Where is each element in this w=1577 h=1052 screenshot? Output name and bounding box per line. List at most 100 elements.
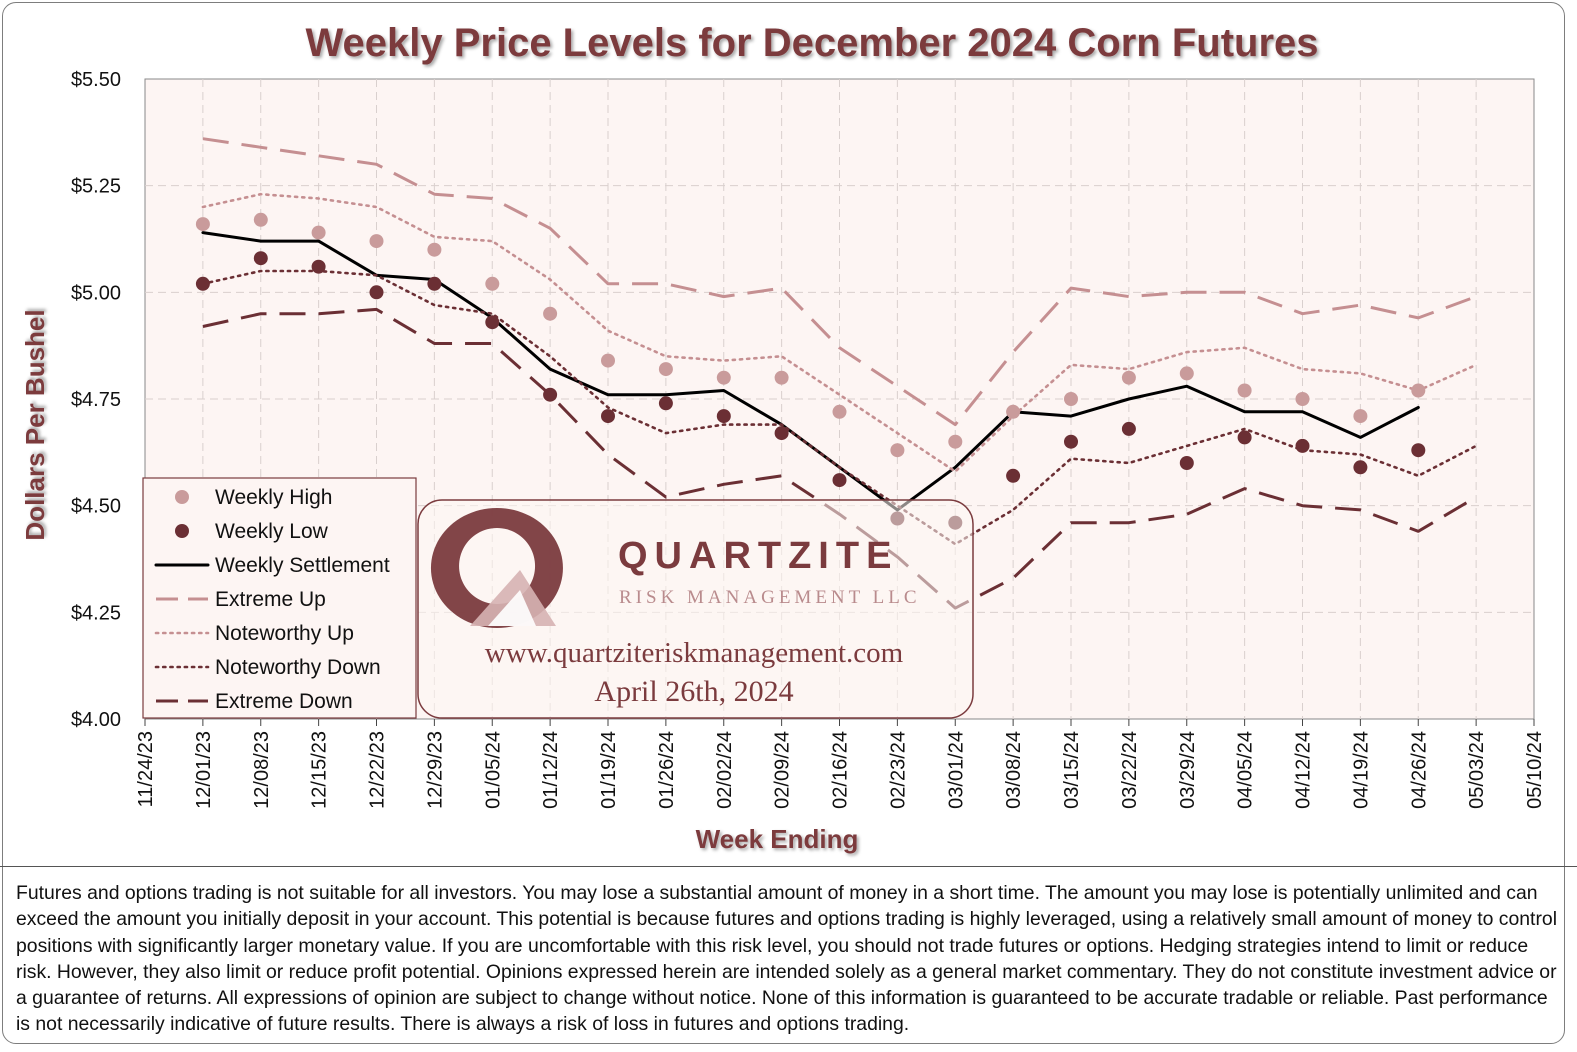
weekly-high-point — [1353, 409, 1368, 424]
x-tick-label: 03/08/24 — [1003, 731, 1025, 809]
weekly-low-point — [601, 409, 615, 424]
weekly-low-point — [658, 396, 673, 411]
y-tick-label: $4.25 — [71, 602, 121, 624]
weekly-low-point — [311, 259, 326, 274]
y-tick-label: $4.75 — [71, 389, 121, 411]
weekly-low-point — [1411, 443, 1426, 458]
weekly-high-point — [1064, 392, 1078, 406]
x-tick-label: 01/12/24 — [540, 731, 562, 809]
weekly-high-point — [774, 370, 789, 385]
x-tick-label: 05/10/24 — [1524, 731, 1546, 809]
weekly-high-point — [1006, 404, 1021, 419]
legend-label: Extreme Down — [215, 690, 353, 713]
weekly-low-point — [427, 276, 442, 291]
x-tick-label: 05/03/24 — [1466, 731, 1488, 809]
x-tick-label: 02/23/24 — [887, 731, 909, 809]
noteworthy-down-line — [201, 269, 1478, 546]
weekly-low-point — [716, 409, 731, 424]
quartzite-logo-icon — [430, 508, 563, 629]
brand-url: www.quartziteriskmanagement.com — [485, 637, 904, 669]
weekly-high-point — [716, 370, 731, 385]
x-tick-label: 12/15/23 — [309, 731, 331, 809]
x-tick-label: 01/05/24 — [482, 731, 504, 809]
brand-watermark: QUARTZITE RISK MANAGEMENT LLC www.quartz… — [417, 499, 974, 719]
x-tick-label: 02/02/24 — [714, 731, 736, 809]
legend-item-noteworthy-down: Noteworthy Down — [154, 656, 381, 679]
weekly-high-point — [369, 234, 384, 249]
brand-name: QUARTZITE — [618, 535, 898, 577]
x-tick-label: 12/29/23 — [424, 731, 446, 809]
x-axis: 11/24/23 12/01/23 12/08/23 12/15/23 12/22/23… — [135, 719, 1546, 809]
legend-marker — [175, 524, 189, 538]
x-tick-label: 12/08/23 — [251, 731, 273, 809]
weekly-high-point — [311, 225, 326, 240]
y-axis: $4.00 $4.25 $4.50 $4.75 $5.00 $5.25 $5.50 — [71, 69, 121, 731]
y-tick-label: $5.50 — [71, 69, 121, 91]
y-tick-label: $4.50 — [71, 496, 121, 518]
x-tick-label: 11/24/23 — [135, 731, 157, 807]
weekly-low-point — [1353, 460, 1368, 475]
legend-label: Weekly Low — [215, 520, 329, 543]
disclaimer-text: Futures and options trading is not suita… — [0, 866, 1577, 1052]
weekly-low-point — [1237, 430, 1252, 445]
weekly-low-point — [1295, 438, 1310, 453]
x-axis-title: Week Ending — [696, 824, 859, 854]
weekly-high-point — [1295, 392, 1310, 406]
x-tick-label: 02/09/24 — [772, 731, 794, 809]
weekly-low-point — [543, 387, 558, 402]
weekly-high-point — [948, 434, 963, 449]
extreme-up-line — [202, 137, 1477, 427]
legend-label: Noteworthy Down — [215, 656, 381, 679]
legend-label: Weekly High — [215, 486, 333, 509]
weekly-high-point — [543, 306, 558, 321]
weekly-high-point — [1411, 383, 1426, 398]
weekly-low-point — [832, 473, 847, 488]
report-date: April 26th, 2024 — [594, 675, 793, 708]
weekly-high-point — [601, 353, 615, 368]
x-tick-label: 03/22/24 — [1119, 731, 1141, 809]
weekly-high-point — [427, 242, 442, 257]
weekly-low-point — [369, 285, 384, 300]
legend-item-weekly-settlement: Weekly Settlement — [154, 554, 390, 577]
legend-label: Extreme Up — [215, 588, 326, 611]
weekly-high-point — [1237, 383, 1252, 398]
weekly-low-point — [195, 276, 210, 291]
weekly-low-point — [1006, 468, 1021, 483]
x-tick-label: 04/26/24 — [1408, 731, 1430, 809]
legend-marker — [175, 490, 189, 504]
weekly-low-point — [1179, 456, 1194, 470]
x-tick-label: 04/05/24 — [1235, 731, 1257, 809]
x-tick-label: 03/29/24 — [1177, 731, 1199, 809]
noteworthy-up-line — [201, 192, 1478, 473]
weekly-high-point — [195, 217, 210, 232]
weekly-low-point — [485, 315, 500, 330]
legend-label: Noteworthy Up — [215, 622, 354, 645]
chart: Weekly Price Levels for December 2024 Co… — [20, 21, 1546, 854]
weekly-low-point — [1064, 434, 1078, 449]
weekly-high-point — [890, 443, 905, 458]
x-tick-label: 01/19/24 — [598, 731, 620, 809]
legend-item-weekly-low: Weekly Low — [175, 520, 329, 543]
legend-item-weekly-high: Weekly High — [175, 486, 333, 509]
weekly-high-point — [832, 404, 847, 419]
x-tick-label: 04/19/24 — [1350, 731, 1372, 809]
x-tick-label: 03/01/24 — [945, 731, 967, 809]
brand-subtitle: RISK MANAGEMENT LLC — [619, 587, 921, 608]
weekly-high-point — [1179, 366, 1194, 381]
weekly-high-point — [485, 276, 500, 291]
weekly-low-point — [1121, 421, 1136, 436]
legend: Weekly High Weekly Low Weekly Settlement Ex… — [142, 477, 417, 719]
y-tick-label: $5.25 — [71, 176, 121, 198]
weekly-high-point — [253, 212, 268, 227]
x-tick-label: 01/26/24 — [656, 731, 678, 809]
x-tick-label: 12/22/23 — [367, 731, 389, 809]
weekly-low-point — [253, 251, 268, 266]
x-tick-label: 03/15/24 — [1061, 731, 1083, 809]
legend-item-noteworthy-up: Noteworthy Up — [154, 622, 354, 645]
y-tick-label: $5.00 — [71, 282, 121, 304]
weekly-high-point — [1121, 370, 1136, 385]
weekly-low-point — [774, 426, 789, 441]
y-axis-title: Dollars Per Bushel — [20, 309, 50, 540]
x-tick-label: 12/01/23 — [193, 731, 215, 809]
x-tick-label: 02/16/24 — [830, 731, 852, 809]
